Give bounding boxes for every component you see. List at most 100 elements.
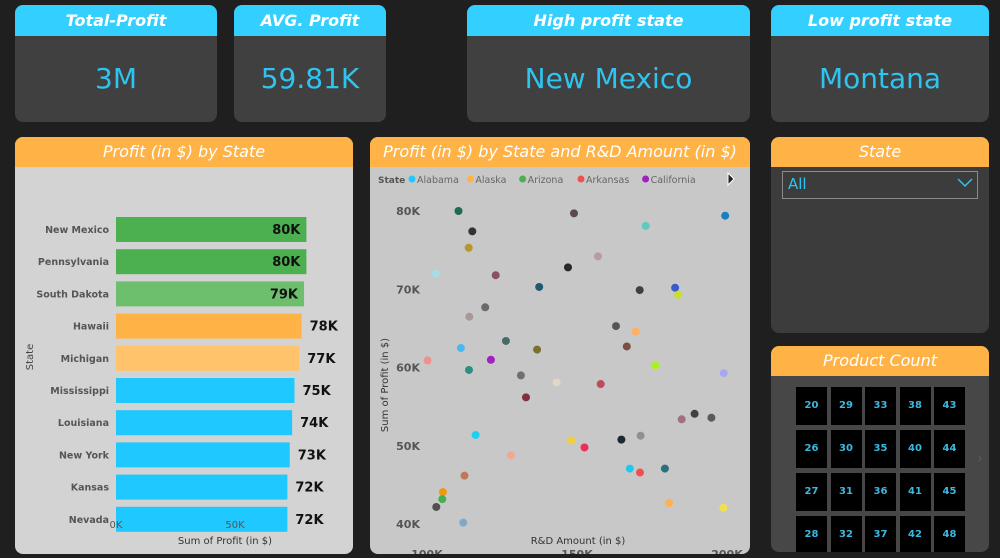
data-point[interactable]: [594, 252, 602, 261]
data-point[interactable]: [690, 409, 699, 418]
kpi-value: 3M: [95, 62, 137, 95]
legend-item[interactable]: Arkansas: [586, 175, 629, 186]
x-axis-label: R&D Amount (in $): [531, 536, 626, 547]
data-point[interactable]: [481, 303, 490, 312]
product-count-cell[interactable]: 45: [934, 473, 965, 511]
y-tick-label: 70K: [396, 283, 420, 296]
bar[interactable]: [116, 442, 290, 468]
bar[interactable]: [116, 410, 293, 436]
product-count-cell[interactable]: 38: [899, 387, 931, 425]
data-point[interactable]: [471, 430, 480, 439]
product-count-cell[interactable]: 48: [934, 516, 965, 552]
data-point[interactable]: [677, 415, 686, 424]
product-count-cell[interactable]: 40: [899, 430, 931, 468]
data-point[interactable]: [507, 451, 515, 460]
product-count-cell[interactable]: 36: [865, 473, 896, 511]
data-point[interactable]: [719, 503, 728, 512]
data-point[interactable]: [631, 327, 640, 336]
data-point[interactable]: [459, 518, 468, 527]
data-point[interactable]: [567, 436, 576, 445]
data-point[interactable]: [486, 355, 495, 364]
data-point[interactable]: [464, 243, 473, 252]
data-point[interactable]: [651, 361, 660, 370]
x-tick-label: 100K: [411, 548, 443, 554]
data-point[interactable]: [612, 322, 620, 331]
data-point[interactable]: [570, 209, 578, 218]
legend-next-icon[interactable]: [727, 171, 735, 187]
kpi-value: New Mexico: [524, 62, 693, 95]
product-count-cell[interactable]: 31: [830, 473, 862, 511]
next-page-icon[interactable]: ›: [976, 448, 983, 467]
product-count-cell[interactable]: 26: [796, 430, 827, 468]
product-count-cell[interactable]: 35: [865, 430, 896, 468]
data-point[interactable]: [665, 499, 674, 508]
data-point[interactable]: [625, 464, 634, 473]
legend-item[interactable]: Alabama: [417, 175, 459, 186]
data-label: 80K: [272, 255, 301, 270]
data-point[interactable]: [456, 344, 465, 353]
kpi-high-profit-state: High profit state New Mexico: [467, 5, 750, 122]
data-point[interactable]: [491, 271, 500, 280]
product-count-cell[interactable]: 27: [796, 473, 827, 511]
data-point[interactable]: [660, 464, 669, 473]
product-count-cell[interactable]: 41: [899, 473, 931, 511]
data-point[interactable]: [516, 371, 525, 380]
data-point[interactable]: [564, 263, 572, 272]
data-point[interactable]: [535, 282, 544, 291]
data-point[interactable]: [617, 435, 626, 444]
data-point[interactable]: [596, 380, 605, 389]
data-point[interactable]: [438, 488, 447, 497]
data-point[interactable]: [501, 336, 510, 345]
data-point[interactable]: [438, 495, 447, 504]
data-point[interactable]: [707, 413, 716, 422]
data-point[interactable]: [460, 471, 469, 480]
data-point[interactable]: [465, 312, 474, 321]
data-point[interactable]: [580, 443, 589, 452]
data-point[interactable]: [432, 502, 441, 511]
data-point[interactable]: [671, 283, 680, 292]
data-point[interactable]: [635, 286, 644, 295]
product-count-cell[interactable]: 30: [830, 430, 862, 468]
data-point[interactable]: [423, 356, 432, 365]
kpi-low-profit-state: Low profit state Montana: [771, 5, 989, 122]
bar-chart-panel: Profit (in $) by State State Sum of Prof…: [15, 137, 353, 554]
data-point[interactable]: [641, 221, 650, 230]
product-count-cell[interactable]: 20: [796, 387, 827, 425]
bar[interactable]: [116, 313, 302, 339]
data-point[interactable]: [522, 393, 530, 402]
data-point[interactable]: [636, 431, 645, 440]
legend-item[interactable]: California: [651, 175, 696, 186]
legend-item[interactable]: Alaska: [475, 175, 506, 186]
product-count-title: Product Count: [771, 346, 989, 376]
data-point[interactable]: [431, 269, 440, 278]
data-point[interactable]: [622, 342, 631, 351]
bar[interactable]: [116, 281, 305, 307]
data-point[interactable]: [533, 345, 542, 354]
data-point[interactable]: [636, 468, 644, 477]
product-count-cell[interactable]: 28: [796, 516, 827, 552]
product-count-cell[interactable]: 33: [865, 387, 896, 425]
data-point[interactable]: [719, 369, 728, 378]
legend-marker: [466, 175, 474, 183]
product-count-cell[interactable]: 37: [865, 516, 896, 552]
data-point[interactable]: [674, 290, 683, 299]
data-point[interactable]: [468, 227, 477, 236]
product-count-cell[interactable]: 44: [934, 430, 965, 468]
bar[interactable]: [116, 217, 307, 242]
data-point[interactable]: [454, 207, 463, 215]
product-count-cell[interactable]: 29: [830, 387, 862, 425]
bar[interactable]: [116, 506, 288, 532]
bar[interactable]: [116, 378, 295, 403]
legend-item[interactable]: Arizona: [528, 175, 564, 186]
product-count-cell[interactable]: 32: [830, 516, 862, 552]
product-count-cell[interactable]: 42: [899, 516, 931, 552]
legend-marker: [519, 175, 527, 183]
state-dropdown[interactable]: All: [782, 171, 978, 199]
bar[interactable]: [116, 345, 300, 371]
data-point[interactable]: [552, 378, 561, 387]
product-count-cell[interactable]: 43: [934, 387, 965, 425]
bar[interactable]: [116, 474, 288, 500]
data-point[interactable]: [465, 365, 473, 374]
data-point[interactable]: [721, 211, 730, 220]
bar[interactable]: [116, 249, 307, 275]
